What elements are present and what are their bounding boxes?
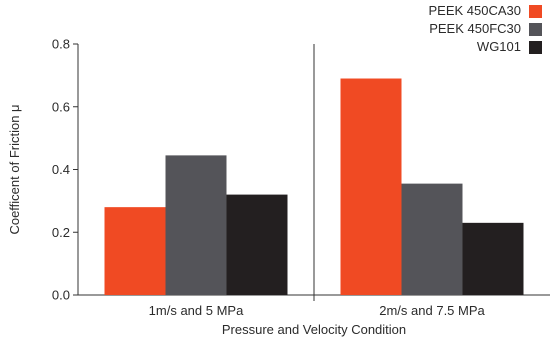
bars [104, 78, 524, 295]
legend-label: PEEK 450CA30 [428, 3, 521, 18]
x-axis-title: Pressure and Velocity Condition [222, 322, 406, 337]
legend-swatch [529, 4, 542, 18]
bar [340, 78, 402, 295]
legend: PEEK 450CA30 PEEK 450FC30 WG101 [428, 4, 542, 54]
y-tick-label: 0.8 [52, 37, 70, 52]
legend-swatch [529, 22, 542, 36]
y-tick-label: 0.6 [52, 99, 70, 114]
bar [226, 194, 288, 295]
legend-item: WG101 [477, 40, 542, 54]
x-tick-label: 2m/s and 7.5 MPa [379, 303, 485, 318]
labels: 0.0 0.2 0.4 0.6 0.8 1m/s and 5 MPa 2m/s and 7.… [7, 37, 486, 338]
y-tick-label: 0.2 [52, 225, 70, 240]
legend-swatch [529, 40, 542, 54]
bar [462, 222, 524, 295]
legend-item: PEEK 450FC30 [429, 22, 542, 36]
legend-label: WG101 [476, 39, 521, 54]
legend-item: PEEK 450CA30 [428, 4, 542, 18]
bar [165, 155, 227, 295]
x-tick-label: 1m/s and 5 MPa [149, 303, 244, 318]
y-tick-label: 0.0 [52, 288, 70, 303]
legend-label: PEEK 450FC30 [429, 21, 521, 36]
y-axis-title: Coefficent of Friction μ [7, 104, 22, 234]
y-tick-label: 0.4 [52, 162, 70, 177]
bar [401, 183, 463, 295]
bar [104, 207, 166, 295]
